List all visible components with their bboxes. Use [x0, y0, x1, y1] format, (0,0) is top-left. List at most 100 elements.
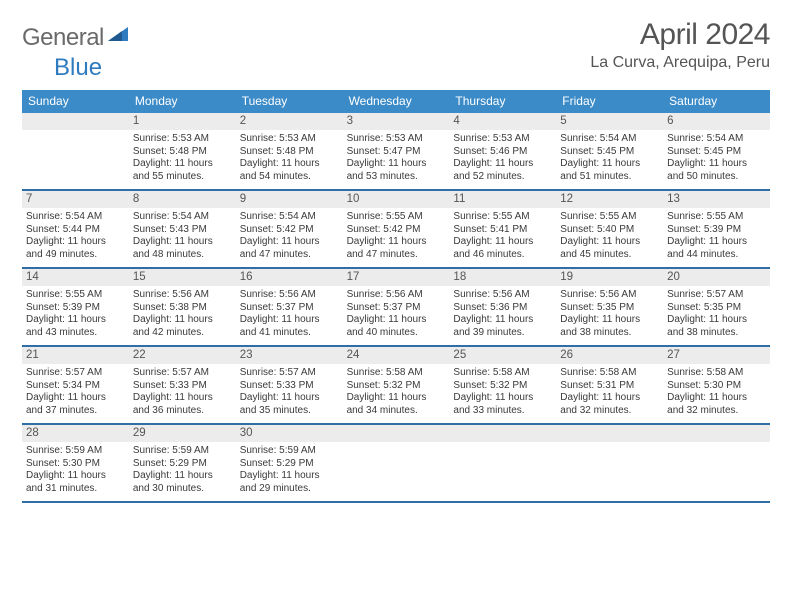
sunset-line: Sunset: 5:33 PM — [240, 380, 339, 393]
day-body: Sunrise: 5:57 AMSunset: 5:33 PMDaylight:… — [133, 367, 232, 417]
daylight-line: Daylight: 11 hours and 41 minutes. — [240, 314, 339, 339]
day-cell: 1Sunrise: 5:53 AMSunset: 5:48 PMDaylight… — [129, 113, 236, 189]
day-number: 23 — [236, 347, 343, 364]
day-cell — [663, 425, 770, 501]
sunset-line: Sunset: 5:31 PM — [560, 380, 659, 393]
sunrise-line: Sunrise: 5:55 AM — [26, 289, 125, 302]
week-row: 7Sunrise: 5:54 AMSunset: 5:44 PMDaylight… — [22, 191, 770, 269]
daylight-line: Daylight: 11 hours and 42 minutes. — [133, 314, 232, 339]
day-cell: 4 Sunrise: 5:53 AMSunset: 5:46 PMDaylight… — [449, 113, 556, 189]
day-cell: 25Sunrise: 5:58 AMSunset: 5:32 PMDayligh… — [449, 347, 556, 423]
sunset-line: Sunset: 5:36 PM — [453, 302, 552, 315]
sunrise-line: Sunrise: 5:57 AM — [240, 367, 339, 380]
day-body: Sunrise: 5:55 AMSunset: 5:39 PMDaylight:… — [667, 211, 766, 261]
day-body: Sunrise: 5:56 AMSunset: 5:38 PMDaylight:… — [133, 289, 232, 339]
day-cell: 2Sunrise: 5:53 AMSunset: 5:48 PMDaylight… — [236, 113, 343, 189]
day-number: 26 — [556, 347, 663, 364]
day-number: 22 — [129, 347, 236, 364]
day-body: Sunrise: 5:56 AMSunset: 5:36 PMDaylight:… — [453, 289, 552, 339]
sunrise-line: Sunrise: 5:57 AM — [133, 367, 232, 380]
day-cell: 13 Sunrise: 5:55 AMSunset: 5:39 PMDayligh… — [663, 191, 770, 267]
sunrise-line: Sunrise: 5:55 AM — [347, 211, 446, 224]
day-cell: 20 Sunrise: 5:57 AMSunset: 5:35 PMDayligh… — [663, 269, 770, 345]
sunrise-line: Sunrise: 5:58 AM — [667, 367, 766, 380]
day-cell: 16Sunrise: 5:56 AMSunset: 5:37 PMDayligh… — [236, 269, 343, 345]
day-number: 27 — [663, 347, 770, 364]
daylight-line: Daylight: 11 hours and 54 minutes. — [240, 158, 339, 183]
sunset-line: Sunset: 5:33 PM — [133, 380, 232, 393]
day-cell: 12Sunrise: 5:55 AMSunset: 5:40 PMDayligh… — [556, 191, 663, 267]
day-number — [449, 425, 556, 442]
day-number: 19 — [556, 269, 663, 286]
day-number: 20 — [663, 269, 770, 286]
day-cell — [556, 425, 663, 501]
day-body: Sunrise: 5:55 AMSunset: 5:41 PMDaylight:… — [453, 211, 552, 261]
sunrise-line: Sunrise: 5:56 AM — [133, 289, 232, 302]
day-cell: 5Sunrise: 5:54 AMSunset: 5:45 PMDaylight… — [556, 113, 663, 189]
day-body: Sunrise: 5:59 AMSunset: 5:29 PMDaylight:… — [133, 445, 232, 495]
sunrise-line: Sunrise: 5:58 AM — [453, 367, 552, 380]
day-body: Sunrise: 5:57 AMSunset: 5:34 PMDaylight:… — [26, 367, 125, 417]
day-body: Sunrise: 5:55 AMSunset: 5:39 PMDaylight:… — [26, 289, 125, 339]
daylight-line: Daylight: 11 hours and 36 minutes. — [133, 392, 232, 417]
sunrise-line: Sunrise: 5:53 AM — [240, 133, 339, 146]
day-cell: 8Sunrise: 5:54 AMSunset: 5:43 PMDaylight… — [129, 191, 236, 267]
daylight-line: Daylight: 11 hours and 47 minutes. — [240, 236, 339, 261]
day-cell: 3Sunrise: 5:53 AMSunset: 5:47 PMDaylight… — [343, 113, 450, 189]
daylight-line: Daylight: 11 hours and 48 minutes. — [133, 236, 232, 261]
day-number: 3 — [343, 113, 450, 130]
day-number: 24 — [343, 347, 450, 364]
day-cell — [22, 113, 129, 189]
day-cell — [343, 425, 450, 501]
sunrise-line: Sunrise: 5:58 AM — [560, 367, 659, 380]
daylight-line: Daylight: 11 hours and 37 minutes. — [26, 392, 125, 417]
dow-friday: Friday — [556, 90, 663, 113]
logo-triangle-icon — [108, 25, 128, 41]
day-body: Sunrise: 5:53 AMSunset: 5:46 PMDaylight:… — [453, 133, 552, 183]
day-cell: 19Sunrise: 5:56 AMSunset: 5:35 PMDayligh… — [556, 269, 663, 345]
day-number: 10 — [343, 191, 450, 208]
sunset-line: Sunset: 5:30 PM — [26, 458, 125, 471]
day-body: Sunrise: 5:56 AMSunset: 5:37 PMDaylight:… — [240, 289, 339, 339]
day-body: Sunrise: 5:54 AMSunset: 5:42 PMDaylight:… — [240, 211, 339, 261]
daylight-line: Daylight: 11 hours and 31 minutes. — [26, 470, 125, 495]
weeks-container: 1Sunrise: 5:53 AMSunset: 5:48 PMDaylight… — [22, 113, 770, 503]
daylight-line: Daylight: 11 hours and 52 minutes. — [453, 158, 552, 183]
daylight-line: Daylight: 11 hours and 55 minutes. — [133, 158, 232, 183]
sunrise-line: Sunrise: 5:56 AM — [560, 289, 659, 302]
sunset-line: Sunset: 5:41 PM — [453, 224, 552, 237]
day-number: 8 — [129, 191, 236, 208]
sunrise-line: Sunrise: 5:56 AM — [453, 289, 552, 302]
sunset-line: Sunset: 5:38 PM — [133, 302, 232, 315]
daylight-line: Daylight: 11 hours and 32 minutes. — [667, 392, 766, 417]
day-number: 4 — [449, 113, 556, 130]
day-cell: 17Sunrise: 5:56 AMSunset: 5:37 PMDayligh… — [343, 269, 450, 345]
daylight-line: Daylight: 11 hours and 50 minutes. — [667, 158, 766, 183]
sunset-line: Sunset: 5:37 PM — [347, 302, 446, 315]
day-cell: 22 Sunrise: 5:57 AMSunset: 5:33 PMDayligh… — [129, 347, 236, 423]
day-number — [556, 425, 663, 442]
day-cell: 7Sunrise: 5:54 AMSunset: 5:44 PMDaylight… — [22, 191, 129, 267]
day-cell: 23Sunrise: 5:57 AMSunset: 5:33 PMDayligh… — [236, 347, 343, 423]
day-number: 6 — [663, 113, 770, 130]
day-cell: 9Sunrise: 5:54 AMSunset: 5:42 PMDaylight… — [236, 191, 343, 267]
month-title: April 2024 — [590, 18, 770, 52]
sunset-line: Sunset: 5:39 PM — [26, 302, 125, 315]
day-body: Sunrise: 5:58 AMSunset: 5:32 PMDaylight:… — [347, 367, 446, 417]
logo-word-1: General — [22, 24, 104, 52]
day-cell: 6Sunrise: 5:54 AMSunset: 5:45 PMDaylight… — [663, 113, 770, 189]
day-number: 13 — [663, 191, 770, 208]
daylight-line: Daylight: 11 hours and 38 minutes. — [667, 314, 766, 339]
day-cell: 27 Sunrise: 5:58 AMSunset: 5:30 PMDayligh… — [663, 347, 770, 423]
sunset-line: Sunset: 5:30 PM — [667, 380, 766, 393]
daylight-line: Daylight: 11 hours and 47 minutes. — [347, 236, 446, 261]
day-body: Sunrise: 5:58 AMSunset: 5:32 PMDaylight:… — [453, 367, 552, 417]
week-row: 28Sunrise: 5:59 AMSunset: 5:30 PMDayligh… — [22, 425, 770, 503]
sunrise-line: Sunrise: 5:54 AM — [240, 211, 339, 224]
daylight-line: Daylight: 11 hours and 44 minutes. — [667, 236, 766, 261]
day-body: Sunrise: 5:57 AMSunset: 5:35 PMDaylight:… — [667, 289, 766, 339]
sunset-line: Sunset: 5:32 PM — [453, 380, 552, 393]
sunrise-line: Sunrise: 5:56 AM — [240, 289, 339, 302]
day-number: 21 — [22, 347, 129, 364]
daylight-line: Daylight: 11 hours and 34 minutes. — [347, 392, 446, 417]
